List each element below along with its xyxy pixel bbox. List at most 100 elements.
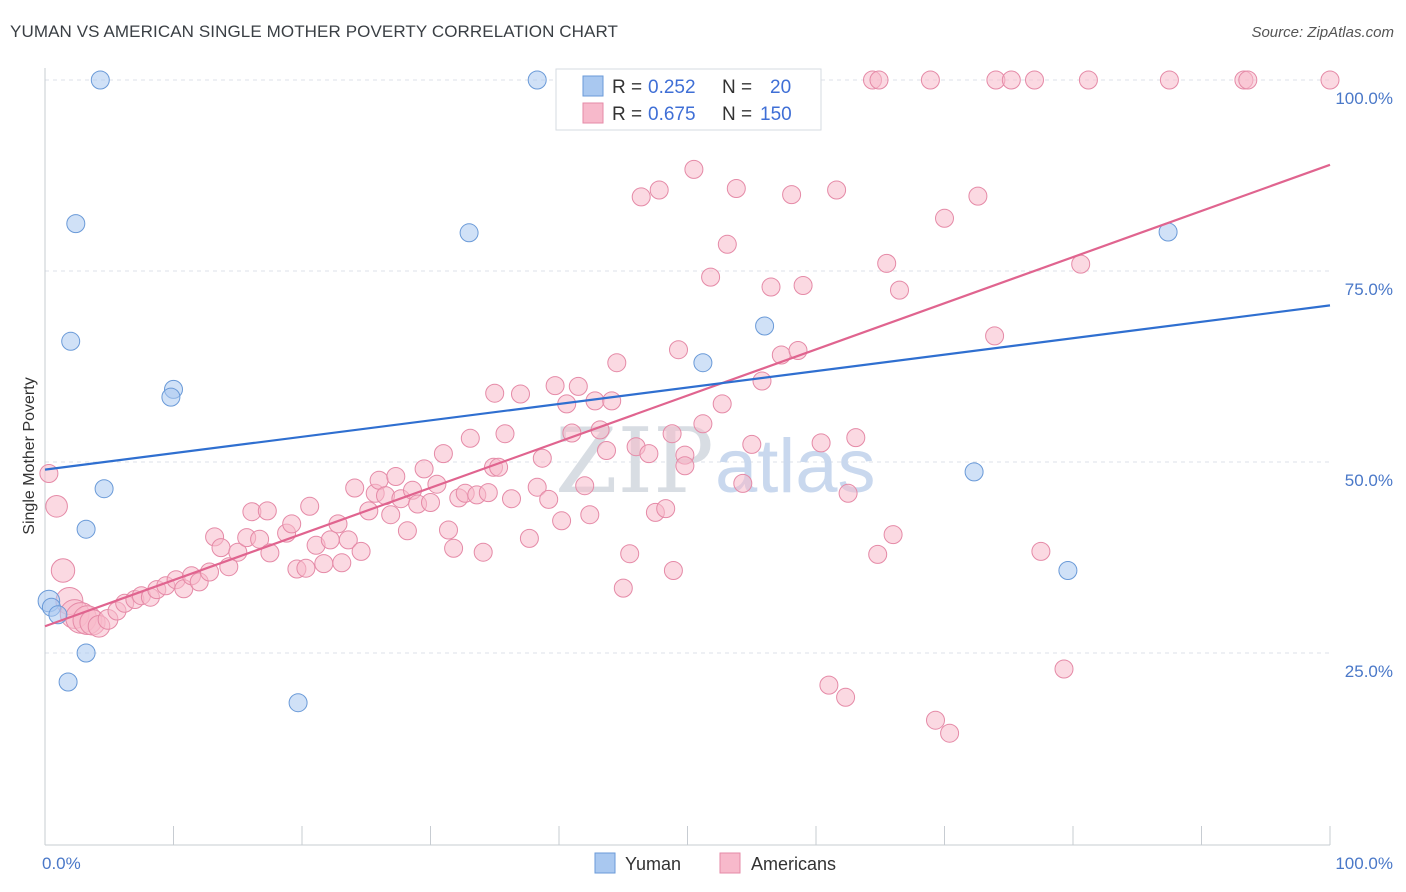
americans-point [200, 562, 219, 582]
chart-source: Source: ZipAtlas.com [1251, 24, 1394, 41]
yuman-series [37, 70, 1178, 713]
y-tick-75: 75.0% [1345, 280, 1393, 299]
americans-series [39, 70, 1340, 743]
americans-point [575, 476, 595, 496]
yuman-swatch [582, 75, 604, 97]
americans-point [631, 187, 651, 207]
legend-americans-label: Americans [751, 854, 836, 874]
americans-point [620, 544, 640, 564]
americans-point [300, 496, 320, 516]
americans-point [552, 511, 572, 531]
americans-point [495, 424, 515, 444]
yuman-r-label: R = [612, 77, 642, 98]
americans-point [433, 444, 453, 464]
americans-point [228, 542, 248, 562]
yuman-point [459, 223, 479, 243]
americans-point [827, 180, 847, 200]
americans-point [883, 525, 903, 545]
americans-point [1031, 541, 1051, 561]
americans-point [1078, 70, 1098, 90]
americans-point [717, 234, 737, 254]
americans-point [444, 538, 464, 558]
americans-point [869, 70, 889, 90]
yuman-point [1058, 561, 1078, 580]
americans-point [568, 376, 588, 396]
americans-point [381, 505, 401, 525]
americans-point [539, 489, 559, 509]
americans-r-label: R = [612, 104, 642, 125]
americans-point [602, 391, 622, 411]
americans-n-label: N = [722, 104, 752, 125]
americans-point [701, 267, 721, 287]
americans-point [752, 371, 772, 391]
americans-point [1071, 254, 1091, 274]
americans-point [296, 558, 316, 578]
y-axis-title: Single Mother Poverty [21, 377, 38, 534]
americans-point [940, 723, 960, 743]
americans-point [649, 180, 669, 200]
americans-n-value: 150 [760, 104, 792, 125]
yuman-point [76, 643, 96, 663]
americans-r-value: 0.675 [648, 104, 696, 125]
americans-point [345, 478, 365, 498]
americans-point [712, 394, 732, 414]
y-tick-50: 50.0% [1345, 471, 1393, 490]
americans-point [45, 495, 68, 518]
americans-point [314, 554, 334, 574]
americans-point [386, 467, 406, 486]
legend-yuman-label: Yuman [625, 854, 681, 874]
americans-point [742, 434, 762, 454]
yuman-r-value: 0.252 [648, 77, 696, 98]
americans-point [838, 483, 858, 503]
americans-point [819, 675, 839, 695]
americans-point [693, 414, 713, 434]
americans-point [211, 538, 231, 558]
yuman-point [66, 214, 86, 234]
americans-point [580, 505, 600, 525]
americans-point [351, 541, 371, 561]
americans-point [1025, 70, 1044, 90]
americans-point [1320, 70, 1340, 90]
americans-point [1159, 70, 1179, 90]
americans-point [511, 384, 530, 404]
yuman-point [94, 479, 114, 499]
x-axis-ticks [44, 826, 1331, 845]
americans-point [257, 501, 277, 521]
americans-point [663, 561, 683, 580]
series-legend: Yuman Americans [594, 852, 836, 874]
americans-point [669, 340, 688, 360]
americans-point [726, 179, 746, 198]
americans-point [761, 277, 781, 297]
americans-point [1001, 70, 1021, 90]
americans-point [675, 456, 695, 476]
americans-point [282, 514, 302, 534]
legend-yuman-swatch [594, 852, 616, 874]
americans-point [793, 276, 813, 295]
americans-point [836, 687, 856, 707]
americans-point [877, 253, 897, 273]
americans-point [1238, 70, 1258, 90]
americans-point [684, 159, 704, 179]
americans-point [890, 280, 909, 300]
yuman-point [58, 672, 78, 692]
stats-legend: R = 0.252 N = 20 R = 0.675 N = 150 [555, 68, 822, 131]
americans-point [613, 578, 633, 598]
americans-point [519, 528, 539, 548]
americans-point [532, 448, 552, 468]
americans-point [460, 428, 480, 448]
yuman-point [964, 462, 984, 482]
legend-americans-swatch [719, 852, 741, 874]
yuman-point [527, 70, 547, 90]
americans-point [935, 208, 954, 228]
americans-swatch [582, 102, 604, 124]
yuman-point [161, 387, 181, 407]
americans-point [846, 428, 866, 448]
americans-point [811, 433, 831, 453]
americans-point [597, 441, 616, 460]
americans-point [782, 185, 802, 205]
americans-point [320, 530, 340, 550]
americans-point [427, 474, 447, 494]
americans-point [50, 558, 76, 583]
y-tick-25: 25.0% [1345, 662, 1393, 681]
